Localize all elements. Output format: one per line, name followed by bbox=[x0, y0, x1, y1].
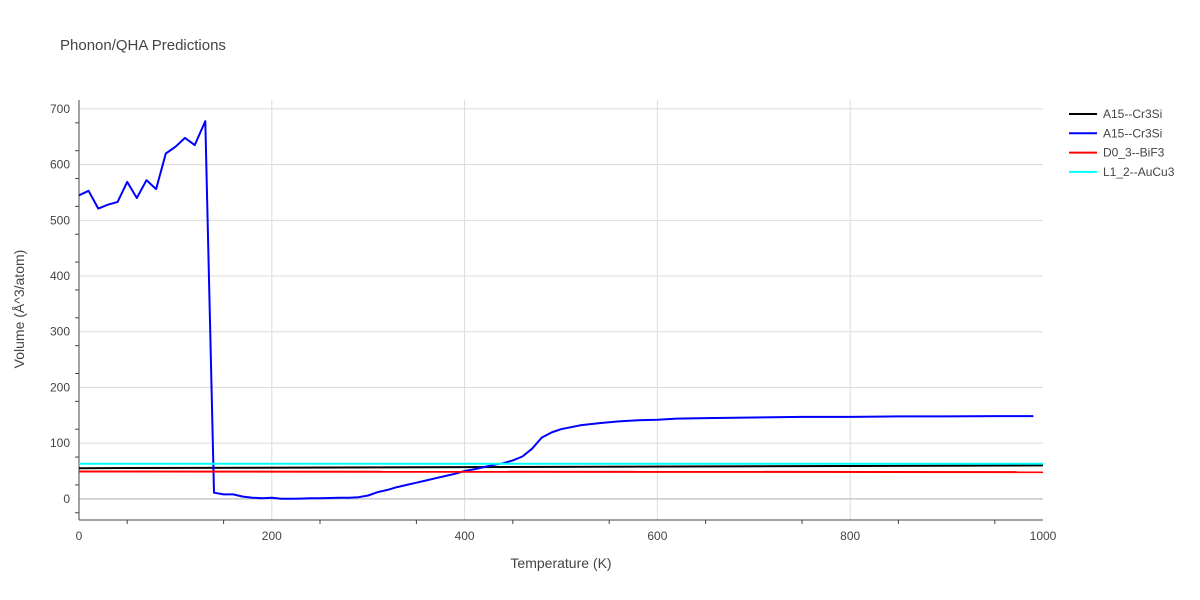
legend-label: L1_2--AuCu3 bbox=[1103, 165, 1175, 179]
series-line-3 bbox=[78, 470, 1044, 474]
y-tick-label: 700 bbox=[50, 102, 70, 116]
x-tick-label: 800 bbox=[840, 529, 860, 543]
x-tick-label: 1000 bbox=[1030, 529, 1057, 543]
series-line-2 bbox=[78, 120, 1034, 500]
x-axis-title: Temperature (K) bbox=[510, 555, 611, 571]
legend: A15--Cr3Si A15--Cr3Si D0_3--BiF3 L1_2--AuCu… bbox=[1069, 107, 1175, 179]
legend-item[interactable]: L1_2--AuCu3 bbox=[1069, 165, 1175, 179]
y-tick-label: 200 bbox=[50, 380, 70, 394]
legend-label: D0_3--BiF3 bbox=[1103, 146, 1165, 160]
y-tick-label: 100 bbox=[50, 436, 70, 450]
legend-item[interactable]: A15--Cr3Si bbox=[1069, 107, 1162, 121]
axes: 0 200 400 600 800 1000 0 100 200 300 400 500 600 700 bbox=[50, 100, 1057, 543]
y-tick-label: 600 bbox=[50, 158, 70, 172]
legend-item[interactable]: D0_3--BiF3 bbox=[1069, 146, 1165, 160]
chart-title: Phonon/QHA Predictions bbox=[60, 37, 226, 54]
y-tick-label: 0 bbox=[63, 492, 70, 506]
grid bbox=[79, 100, 1043, 520]
legend-label: A15--Cr3Si bbox=[1103, 107, 1162, 121]
plot-area bbox=[78, 120, 1044, 500]
y-tick-label: 400 bbox=[50, 269, 70, 283]
x-tick-label: 0 bbox=[76, 529, 83, 543]
x-tick-label: 400 bbox=[455, 529, 475, 543]
x-tick-label: 200 bbox=[262, 529, 282, 543]
legend-item[interactable]: A15--Cr3Si bbox=[1069, 126, 1162, 140]
y-tick-label: 300 bbox=[50, 325, 70, 339]
legend-label: A15--Cr3Si bbox=[1103, 126, 1162, 140]
y-tick-label: 500 bbox=[50, 213, 70, 227]
y-axis-title: Volume (Å^3/atom) bbox=[11, 250, 27, 369]
series-line-1 bbox=[78, 464, 1044, 470]
x-tick-label: 600 bbox=[647, 529, 667, 543]
